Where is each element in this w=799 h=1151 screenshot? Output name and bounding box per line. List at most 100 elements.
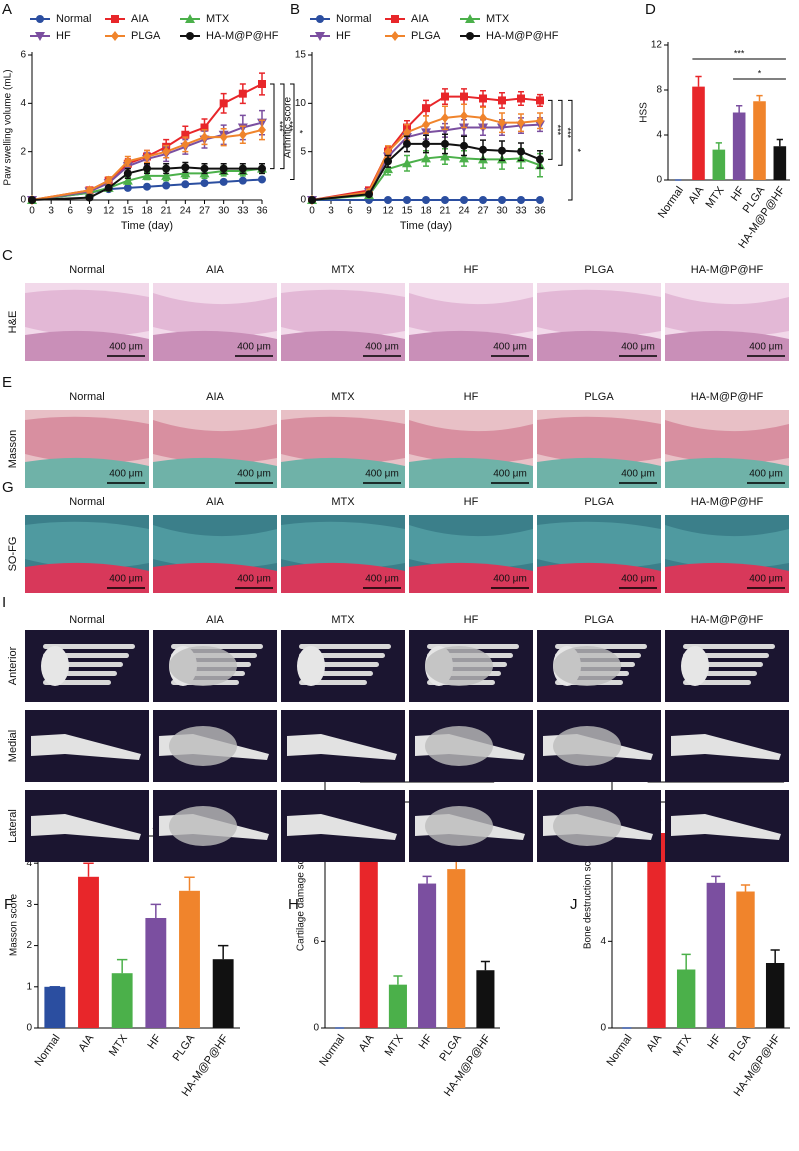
- marker: [517, 196, 525, 204]
- group-header: Normal: [69, 496, 104, 508]
- tissue-band: [409, 330, 533, 361]
- legend-label: HA-M@P@HF: [486, 30, 559, 42]
- bar: [78, 876, 99, 1028]
- x-tick-label: 6: [347, 206, 353, 217]
- y-tick-label: 0: [20, 195, 26, 206]
- marker: [403, 127, 411, 138]
- scale-bar-label: 400 μm: [621, 342, 655, 353]
- panel-letter: H: [288, 896, 299, 913]
- x-tick-label: 3: [48, 206, 54, 217]
- group-header: Normal: [69, 614, 104, 626]
- y-tick-label: 0: [26, 1023, 32, 1034]
- tissue-band: [25, 416, 149, 464]
- significance-bracket: [290, 83, 295, 180]
- x-tick-label: 6: [68, 206, 74, 217]
- marker: [422, 104, 430, 113]
- scale-bar-label: 400 μm: [237, 469, 271, 480]
- y-axis-label: Bone destruction score: [583, 846, 594, 949]
- marker: [258, 80, 266, 88]
- view-label: Medial: [7, 730, 19, 762]
- marker: [200, 123, 209, 132]
- group-header: MTX: [331, 496, 355, 508]
- tissue-band: [409, 562, 533, 593]
- marker: [161, 170, 172, 180]
- panel-letter: I: [2, 594, 6, 611]
- group-header: AIA: [206, 614, 224, 626]
- y-tick-label: 0: [300, 195, 306, 206]
- marker: [123, 156, 132, 167]
- marker: [479, 196, 487, 204]
- marker: [219, 177, 228, 186]
- bar: [359, 840, 378, 1028]
- marker: [441, 92, 449, 101]
- marker: [85, 185, 94, 196]
- marker: [422, 139, 430, 148]
- legend-label: PLGA: [411, 30, 441, 42]
- marker: [384, 157, 392, 166]
- stain-label: Masson: [7, 430, 19, 469]
- marker: [308, 196, 316, 204]
- panel-letter: D: [645, 1, 656, 18]
- lesion: [169, 646, 237, 686]
- y-tick-label: 3: [26, 899, 32, 910]
- bone: [297, 646, 325, 686]
- tissue-band: [665, 525, 789, 569]
- bar: [145, 917, 167, 1028]
- legend-label: MTX: [486, 13, 510, 25]
- x-tick-label: 9: [366, 206, 372, 217]
- marker: [460, 92, 468, 101]
- panel-letter: C: [2, 247, 13, 264]
- marker: [403, 139, 411, 148]
- tissue-band: [153, 420, 277, 464]
- y-tick-label: 12: [651, 40, 663, 51]
- group-header: MTX: [331, 264, 355, 276]
- y-tick-label: 1: [26, 981, 32, 992]
- tissue-band: [281, 416, 405, 464]
- x-tick-label: 0: [309, 206, 315, 217]
- lesion: [425, 646, 493, 686]
- error-bar: [770, 949, 780, 963]
- marker: [517, 94, 525, 103]
- scale-bar-label: 400 μm: [365, 342, 399, 353]
- group-header: HA-M@P@HF: [691, 496, 764, 508]
- marker: [181, 163, 190, 172]
- legend-marker: [391, 31, 399, 41]
- scale-bar-label: 400 μm: [621, 469, 655, 480]
- y-tick-label: 2: [26, 940, 32, 951]
- tissue-band: [153, 330, 277, 361]
- tissue-band: [409, 420, 533, 464]
- x-tick-label: 15: [122, 206, 134, 217]
- group-header: HA-M@P@HF: [691, 264, 764, 276]
- group-header: HA-M@P@HF: [691, 614, 764, 626]
- marker: [536, 96, 544, 105]
- marker: [162, 164, 171, 173]
- error-bar: [740, 884, 751, 892]
- tissue-band: [537, 457, 661, 488]
- lesion: [169, 726, 237, 766]
- x-tick-label: Normal: [656, 185, 686, 221]
- bar: [447, 869, 466, 1028]
- tissue-band: [281, 457, 405, 488]
- lesion: [425, 806, 493, 846]
- x-tick-label: 3: [328, 206, 334, 217]
- panel-letter: F: [4, 896, 13, 913]
- bone: [671, 734, 781, 760]
- marker: [123, 169, 132, 178]
- x-tick-label: 12: [382, 206, 394, 217]
- marker: [440, 151, 450, 161]
- x-tick-label: 24: [458, 206, 470, 217]
- legend-marker: [391, 15, 399, 23]
- marker: [219, 132, 228, 143]
- error-bar: [116, 958, 128, 974]
- marker: [28, 196, 36, 204]
- group-header: HF: [464, 496, 479, 508]
- group-header: MTX: [331, 391, 355, 403]
- error-bar: [736, 105, 743, 113]
- marker: [402, 158, 412, 168]
- stain-label: H&E: [7, 311, 19, 334]
- marker: [200, 179, 209, 188]
- error-bar: [756, 94, 763, 102]
- tissue-band: [537, 289, 661, 337]
- group-header: AIA: [206, 496, 224, 508]
- y-tick-label: 10: [295, 98, 307, 109]
